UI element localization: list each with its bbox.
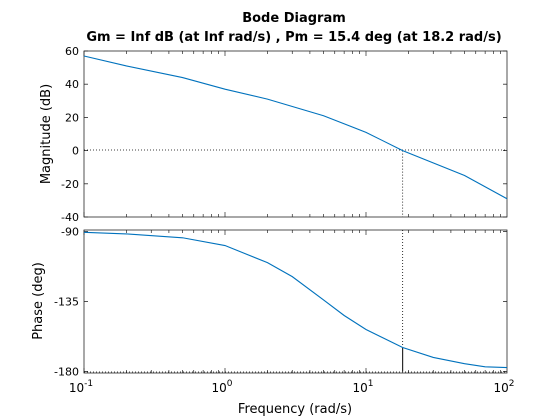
magnitude-ytick-label: 0 <box>72 145 79 158</box>
phase-ytick-label: -135 <box>54 296 79 309</box>
x-tick-label: 10-1 <box>69 379 93 395</box>
magnitude-ytick-label: -40 <box>61 211 79 224</box>
magnitude-ytick-label: 20 <box>65 111 79 124</box>
phase-ylabel: Phase (deg) <box>31 262 46 340</box>
phase-plot: -90 -135 -180 Phase (deg) <box>31 226 508 378</box>
magnitude-ytick-label: 40 <box>65 78 79 91</box>
magnitude-minor-ticks <box>83 51 501 217</box>
magnitude-series-line <box>83 55 508 200</box>
magnitude-ytick-label: -20 <box>61 178 79 191</box>
chart-subtitle: Gm = Inf dB (at Inf rad/s) , Pm = 15.4 d… <box>86 30 501 45</box>
chart-title: Bode Diagram <box>242 11 346 26</box>
magnitude-axes-box <box>83 50 508 218</box>
phase-series-line <box>83 231 508 369</box>
x-axis-label: Frequency (rad/s) <box>238 402 352 417</box>
x-tick-label: 100 <box>211 379 232 395</box>
phase-ytick-label: -180 <box>54 365 79 378</box>
magnitude-y-ticks: 60 40 20 0 -20 -40 <box>61 45 507 224</box>
x-tick-labels: 10-1 100 101 102 <box>69 379 515 395</box>
phase-ytick-label: -90 <box>61 226 79 239</box>
magnitude-ylabel: Magnitude (dB) <box>39 84 54 184</box>
magnitude-ytick-label: 60 <box>65 45 79 58</box>
phase-y-ticks: -90 -135 -180 <box>54 226 507 378</box>
x-tick-label: 101 <box>352 379 373 395</box>
magnitude-plot: 60 40 20 0 -20 -40 Magnitude (dB) <box>39 45 508 224</box>
phase-minor-ticks <box>83 230 501 373</box>
x-tick-label: 102 <box>493 379 514 395</box>
phase-axes-box <box>83 229 508 374</box>
